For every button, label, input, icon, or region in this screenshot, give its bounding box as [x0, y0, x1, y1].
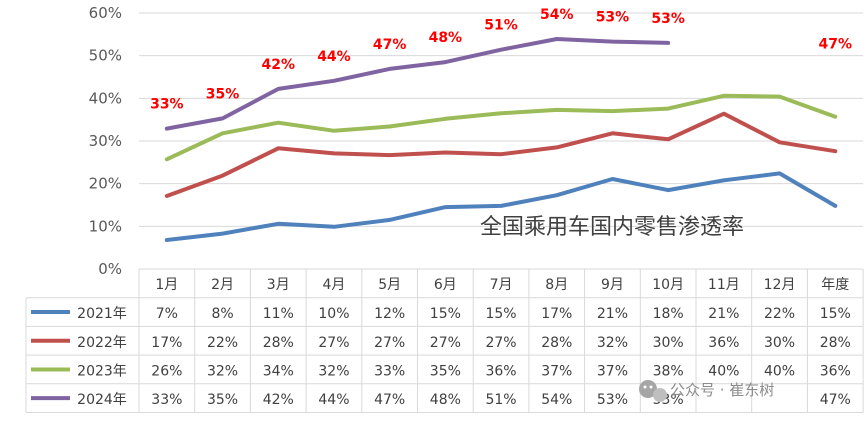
category-label: 11月 [708, 277, 740, 293]
data-labels: 33% 35% 42% 44% 47% 48% 51% 54% 53% 53% 47% [150, 7, 852, 113]
data-label: 54% [540, 7, 574, 23]
category-label: 年度 [821, 277, 849, 293]
series-name: 2024年 [77, 392, 127, 408]
table-cell: 47% [820, 392, 851, 408]
data-label: 53% [651, 11, 685, 27]
category-label: 10月 [652, 277, 684, 293]
table-cell: 28% [820, 335, 851, 351]
table-cell: 27% [485, 335, 516, 351]
table-cell: 33% [151, 392, 182, 408]
wechat-icon [639, 380, 667, 402]
table-cell: 33% [374, 363, 405, 379]
y-tick-label: 50% [89, 47, 122, 65]
table-cell: 48% [430, 392, 461, 408]
table-cell: 28% [541, 335, 572, 351]
table-cell: 22% [207, 335, 238, 351]
table-cell: 35% [207, 392, 238, 408]
series-lines [164, 39, 838, 242]
table-cell: 22% [764, 306, 795, 322]
data-label: 48% [429, 30, 463, 46]
watermark-text: 公众号 · 崔东树 [670, 381, 774, 399]
y-tick-label: 30% [89, 132, 122, 150]
table-cell: 37% [541, 363, 572, 379]
table-cell: 44% [318, 392, 349, 408]
series-line [164, 93, 838, 162]
table-cell: 47% [374, 392, 405, 408]
table-cell: 42% [263, 392, 294, 408]
category-label: 7月 [490, 277, 513, 293]
data-label: 35% [206, 86, 240, 102]
table-cell: 36% [708, 335, 739, 351]
data-label: 47% [373, 37, 407, 53]
table-cell: 27% [374, 335, 405, 351]
table-cell: 40% [764, 363, 795, 379]
series-line [164, 171, 838, 242]
table-cell: 15% [430, 306, 461, 322]
table-cell: 27% [318, 335, 349, 351]
data-label: 42% [261, 57, 295, 73]
category-label: 6月 [434, 277, 457, 293]
y-tick-label: 40% [89, 89, 122, 107]
watermark: 公众号 · 崔东树 [639, 380, 774, 402]
table-cell: 34% [263, 363, 294, 379]
category-label: 9月 [601, 277, 624, 293]
table-cell: 15% [485, 306, 516, 322]
y-tick-label: 10% [89, 217, 122, 235]
series-name: 2022年 [77, 335, 127, 351]
table-cell: 18% [653, 306, 684, 322]
table-cell: 35% [430, 363, 461, 379]
category-label: 1月 [155, 277, 178, 293]
category-label: 12月 [764, 277, 796, 293]
table-cell: 10% [318, 306, 349, 322]
table-cell: 21% [597, 306, 628, 322]
table-cell: 36% [485, 363, 516, 379]
table-cell: 8% [211, 306, 233, 322]
data-label: 51% [484, 18, 518, 34]
grid-lines [139, 12, 864, 227]
category-label: 3月 [267, 277, 290, 293]
series-line [164, 111, 838, 198]
table-cell: 28% [263, 335, 294, 351]
table-cell: 26% [151, 363, 182, 379]
category-label: 4月 [322, 277, 345, 293]
chart-title: 全国乘用车国内零售渗透率 [480, 215, 744, 240]
table-cell: 17% [151, 335, 182, 351]
table-cell: 30% [653, 335, 684, 351]
table-cell: 11% [263, 306, 294, 322]
table-cell: 17% [541, 306, 572, 322]
table-cell: 27% [430, 335, 461, 351]
table-cell: 32% [597, 335, 628, 351]
table-cell: 54% [541, 392, 572, 408]
data-table: 1月 2月 3月 4月 5月 6月 7月 8月 9月 10月 11月 12月 年度 2021年 7% 8% 11… [25, 268, 864, 413]
series-name: 2021年 [77, 306, 127, 322]
data-label: 44% [317, 49, 351, 65]
category-label: 5月 [378, 277, 401, 293]
table-cell: 32% [318, 363, 349, 379]
series-name: 2023年 [77, 363, 127, 379]
table-cell: 12% [374, 306, 405, 322]
table-cell: 36% [820, 363, 851, 379]
category-label: 2月 [211, 277, 234, 293]
table-cell: 21% [708, 306, 739, 322]
table-cell: 7% [156, 306, 178, 322]
table-cell: 37% [597, 363, 628, 379]
y-tick-label: 0% [98, 260, 122, 278]
y-axis-ticks: 0% 10% 20% 30% 40% 50% 60% [89, 4, 122, 278]
y-tick-label: 20% [89, 175, 122, 193]
table-cell: 53% [597, 392, 628, 408]
data-label: 47% [818, 36, 852, 52]
table-cell: 38% [653, 363, 684, 379]
table-cell: 30% [764, 335, 795, 351]
data-label: 53% [596, 10, 630, 26]
data-label: 33% [150, 97, 184, 113]
y-tick-label: 60% [89, 4, 122, 22]
table-cell: 40% [708, 363, 739, 379]
category-label: 8月 [545, 277, 568, 293]
table-cell: 15% [820, 306, 851, 322]
table-cell: 32% [207, 363, 238, 379]
table-cell: 51% [485, 392, 516, 408]
